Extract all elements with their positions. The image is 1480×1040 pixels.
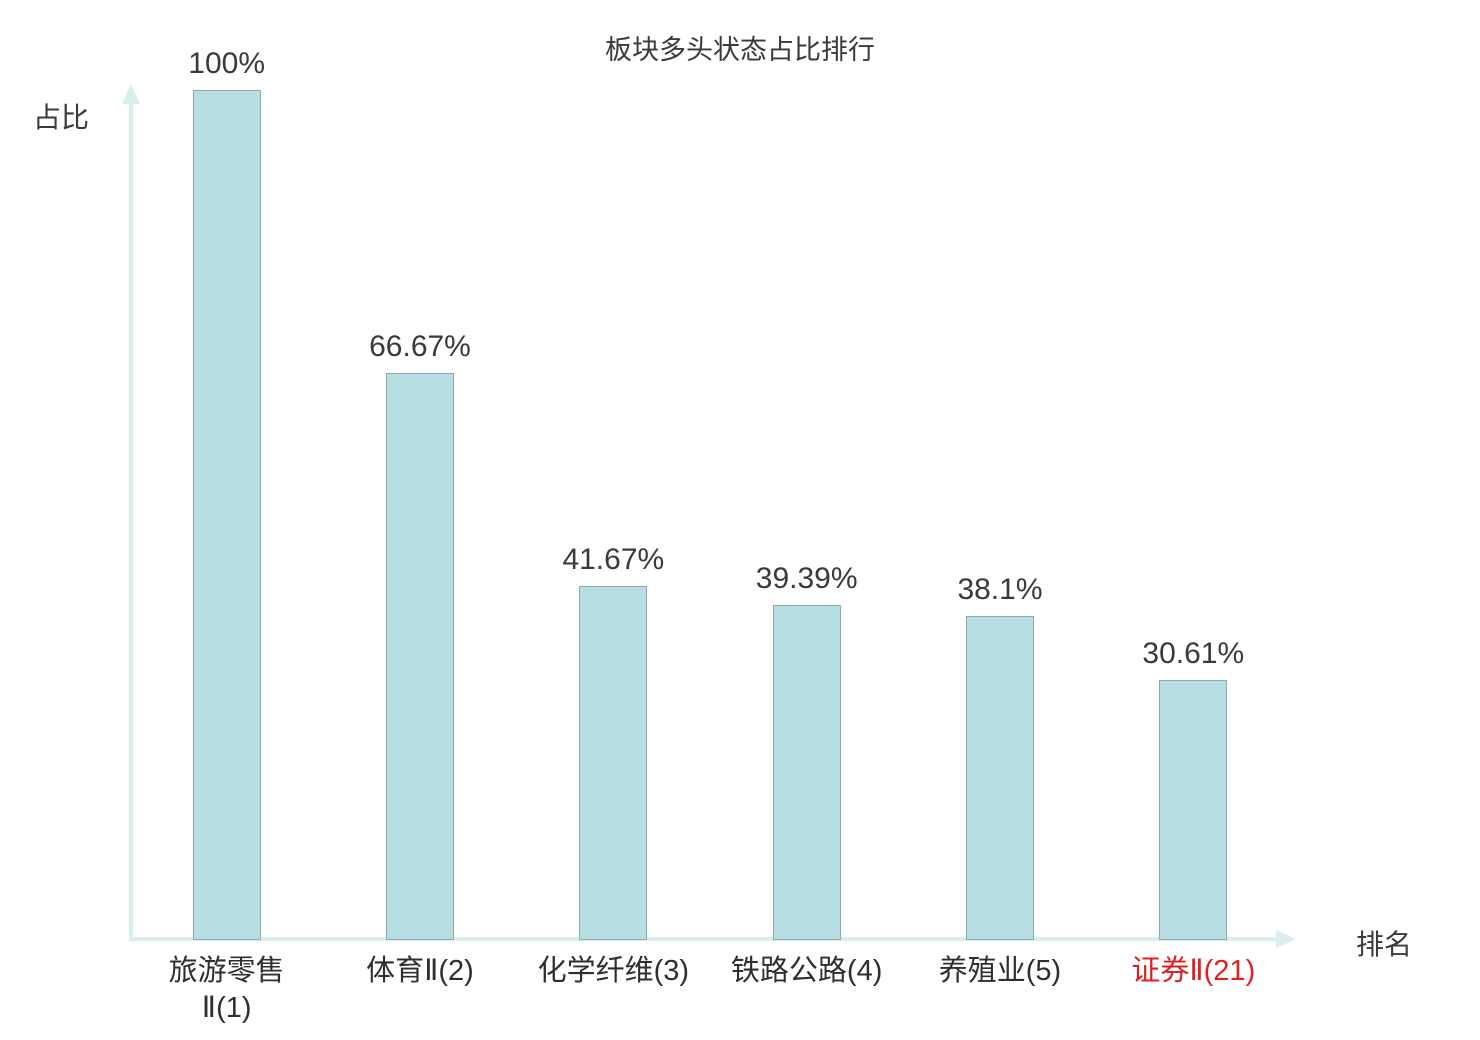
x-category-label: 化学纤维(3) bbox=[537, 955, 690, 987]
bar bbox=[1159, 679, 1228, 940]
bar-value-label: 41.67% bbox=[562, 542, 665, 576]
bar-value-label: 38.1% bbox=[957, 573, 1043, 607]
bar bbox=[192, 90, 261, 940]
bar bbox=[579, 585, 648, 940]
bar-group: 100% bbox=[130, 47, 323, 940]
bar-group: 38.1% bbox=[903, 573, 1096, 940]
bar-group: 41.67% bbox=[517, 543, 710, 940]
bar bbox=[385, 373, 454, 940]
bar-value-label: 39.39% bbox=[755, 562, 858, 596]
bar-value-label: 30.61% bbox=[1142, 636, 1245, 670]
bar-group: 30.61% bbox=[1097, 637, 1290, 940]
plot-area: 100% 66.67% 41.67% 39.39% 38.1% 30.61% bbox=[130, 47, 1290, 940]
bar-value-label: 100% bbox=[188, 47, 266, 80]
bar-group: 39.39% bbox=[710, 562, 903, 940]
x-category-labels: 旅游零售 Ⅱ(1) 体育Ⅱ(2) 化学纤维(3) 铁路公路(4) 养殖业(5) 证券Ⅱ(2… bbox=[130, 953, 1290, 1026]
chart-title: 板块多头状态占比排行 bbox=[605, 35, 875, 65]
x-axis-label: 排名 bbox=[1356, 929, 1413, 960]
x-category-label: 证券Ⅱ(21) bbox=[1131, 955, 1256, 987]
bar-group: 66.67% bbox=[323, 330, 516, 940]
bar-value-label: 66.67% bbox=[369, 330, 471, 364]
bar bbox=[965, 616, 1034, 940]
x-category-label: 铁路公路(4) bbox=[730, 955, 883, 987]
x-category-label: 养殖业(5) bbox=[938, 955, 1062, 987]
y-axis-label: 占比 bbox=[33, 102, 90, 133]
x-category-label: 体育Ⅱ(2) bbox=[366, 955, 474, 987]
x-category-label: 旅游零售 Ⅱ(1) bbox=[168, 955, 285, 1024]
bar bbox=[772, 605, 841, 940]
